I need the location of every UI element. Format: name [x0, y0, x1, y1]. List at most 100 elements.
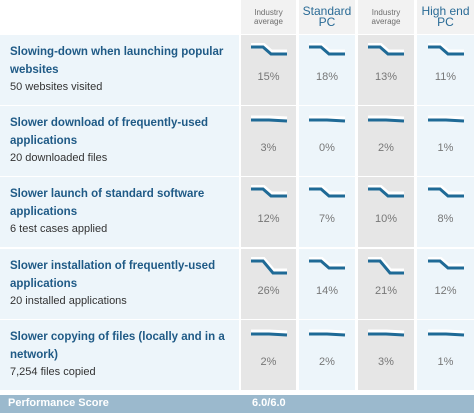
column-header-industry-average-1: Industry average [241, 0, 296, 34]
percentage-value: 3% [260, 142, 277, 154]
percentage-value: 1% [437, 142, 454, 154]
row-label: Slower copying of files (locally and in … [0, 320, 239, 390]
result-cell: 10% [358, 177, 414, 247]
trend-line-icon [250, 329, 287, 337]
result-cell: 3% [358, 320, 414, 390]
column-header-line2: average [371, 17, 401, 26]
row-title: Slower download of frequently-used applic… [10, 114, 229, 150]
trend-line-icon [368, 257, 404, 275]
column-header-high-end-pc: High end PC [417, 0, 474, 34]
row-subtitle: 7,254 files copied [10, 366, 96, 378]
row-subtitle: 20 installed applications [10, 295, 127, 307]
percentage-value: 7% [319, 213, 335, 225]
trend-line-icon [309, 115, 346, 123]
row-subtitle: 50 websites visited [10, 81, 103, 93]
result-cell: 14% [299, 249, 355, 319]
result-cell: 8% [417, 177, 474, 247]
result-cell: 7% [299, 177, 355, 247]
row-title-line1: Slower launch of standard software [10, 188, 205, 200]
row-title-line1: Slower download of frequently-used [10, 117, 209, 129]
result-cell: 1% [417, 106, 474, 176]
percentage-value: 12% [434, 285, 457, 297]
row-title: Slower copying of files (locally and in … [10, 328, 229, 364]
result-cell: 26% [241, 249, 296, 319]
result-cell: 2% [299, 320, 355, 390]
result-cell: 15% [241, 35, 296, 105]
percentage-value: 10% [374, 213, 398, 225]
percentage-value: 3% [378, 356, 394, 368]
column-header-standard-pc: Standard PC [299, 0, 355, 34]
row-title-line1: Slower installation of frequently-used [10, 260, 216, 272]
trend-line-icon [250, 43, 287, 56]
percentage-value: 18% [315, 71, 339, 83]
percentage-value: 26% [257, 285, 280, 297]
trend-line-icon [427, 185, 464, 198]
column-header-line2: PC [437, 15, 454, 29]
result-cell: 13% [358, 35, 414, 105]
result-cell: 21% [358, 249, 414, 319]
trend-line-icon [309, 185, 345, 198]
row-title-line2: applications [10, 206, 78, 218]
percentage-value: 1% [437, 356, 454, 368]
performance-score-label: Performance Score [8, 397, 109, 409]
trend-line-icon [368, 43, 404, 56]
trend-line-icon [427, 257, 464, 270]
row-title: Slower installation of frequently-used ap… [10, 257, 229, 293]
result-cell: 3% [241, 106, 296, 176]
percentage-value: 15% [257, 71, 280, 83]
result-cell: 1% [417, 320, 474, 390]
performance-score-value: 6.0/6.0 [252, 397, 286, 409]
percentage-value: 13% [374, 71, 398, 83]
trend-line-icon [427, 43, 464, 56]
percentage-value: 2% [319, 356, 335, 368]
trend-line-icon [250, 257, 287, 275]
row-title-line1: Slowing-down when launching popular [10, 46, 224, 58]
percentage-value: 8% [437, 213, 454, 225]
column-header-line1: High end [421, 4, 470, 18]
result-cell: 2% [358, 106, 414, 176]
column-header-line2: PC [318, 15, 336, 29]
percentage-value: 21% [374, 285, 398, 297]
trend-line-icon [250, 115, 287, 123]
trend-line-icon [368, 185, 404, 198]
percentage-value: 2% [378, 142, 394, 154]
row-label: Slower download of frequently-used applic… [0, 106, 239, 176]
result-cell: 11% [417, 35, 474, 105]
result-cell: 0% [299, 106, 355, 176]
row-subtitle: 6 test cases applied [10, 223, 108, 235]
row-label: Slower launch of standard software applic… [0, 177, 239, 247]
row-title-line2: applications [10, 135, 78, 147]
row-label: Slowing-down when launching popular websi… [0, 35, 239, 105]
percentage-value: 2% [260, 356, 277, 368]
trend-line-icon [309, 329, 346, 337]
trend-line-icon [368, 115, 405, 123]
row-title-line1: Slower copying of files (locally and in … [10, 331, 225, 343]
trend-line-icon [309, 43, 345, 56]
result-cell: 18% [299, 35, 355, 105]
row-title-line2: network) [10, 349, 58, 361]
result-cell: 12% [241, 177, 296, 247]
trend-line-icon [368, 329, 405, 337]
trend-line-icon [427, 329, 464, 337]
percentage-value: 12% [257, 213, 280, 225]
column-header-line1: Industry [254, 8, 283, 17]
result-cell: 2% [241, 320, 296, 390]
column-header-industry-average-2: Industry average [358, 0, 414, 34]
column-header-line1: Standard [302, 4, 352, 18]
row-title: Slowing-down when launching popular websi… [10, 43, 229, 79]
trend-line-icon [309, 257, 345, 270]
row-title-line2: applications [10, 278, 78, 290]
percentage-value: 14% [315, 285, 339, 297]
row-title: Slower launch of standard software applic… [10, 185, 229, 221]
row-subtitle: 20 downloaded files [10, 152, 108, 164]
row-label: Slower installation of frequently-used ap… [0, 249, 239, 319]
trend-line-icon [250, 185, 287, 198]
row-title-line2: websites [10, 64, 59, 76]
column-header-line2: average [254, 17, 283, 26]
performance-score-bar: Performance Score 6.0/6.0 [0, 395, 474, 413]
percentage-value: 11% [434, 71, 457, 83]
percentage-value: 0% [319, 142, 335, 154]
column-header-line1: Industry [371, 8, 401, 17]
trend-line-icon [427, 115, 464, 123]
